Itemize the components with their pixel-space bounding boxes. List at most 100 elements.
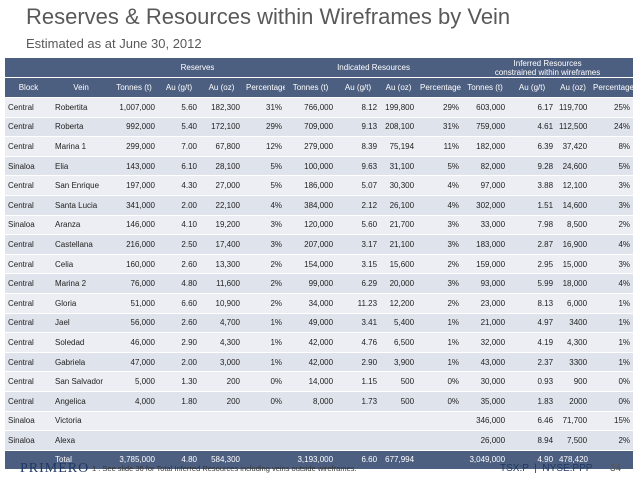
cell: 76,000: [110, 273, 158, 294]
header-cell: [5, 58, 110, 78]
cell: 3%: [590, 175, 634, 196]
cell: 7.98: [508, 215, 557, 236]
cell: Gloria: [52, 293, 110, 314]
cell: Jael: [52, 313, 110, 334]
column-header: Au (oz): [200, 77, 243, 98]
cell: [200, 430, 243, 451]
cell: 29%: [243, 117, 286, 138]
cell: 8%: [590, 136, 634, 157]
cell: 4,000: [110, 391, 158, 412]
cell: 1%: [590, 313, 634, 334]
cell: 10,900: [200, 293, 243, 314]
cell: 992,000: [110, 117, 158, 138]
cell: 1%: [417, 352, 463, 373]
cell: 31%: [417, 117, 463, 138]
data-row: Central Santa Lucia 341,000 2.00 22,100 4% 384…: [5, 195, 634, 216]
cell: 12,200: [380, 293, 418, 314]
cell: Marina 1: [52, 136, 110, 157]
cell: 3,900: [380, 352, 418, 373]
data-row: Central Robertita 1,007,000 5.60 182,300 31% 7…: [5, 97, 634, 118]
cell: 759,000: [462, 117, 509, 138]
cell: 384,000: [285, 195, 337, 216]
tickers: TSX:P | NYSE:PPP: [500, 463, 593, 474]
cell: 31%: [243, 97, 286, 118]
cell: 4%: [417, 175, 463, 196]
column-header: Au (oz): [556, 77, 591, 98]
cell: 299,000: [110, 136, 158, 157]
total-cell: [5, 450, 52, 471]
footer: PRIMERO 1 . See slide 36 for Total Infer…: [0, 459, 638, 479]
group-header: Indicated Resources: [285, 58, 463, 78]
page-number: 34: [610, 463, 622, 474]
cell: 199,800: [380, 97, 418, 118]
cell: 112,500: [556, 117, 591, 138]
column-header: Tonnes (t): [110, 77, 158, 98]
cell: 4.19: [508, 332, 557, 353]
cell: 11,600: [200, 273, 243, 294]
data-row: Central Celia 160,000 2.60 13,300 2% 154,000 3.…: [5, 254, 634, 275]
data-row: Central Marina 1 299,000 7.00 67,800 12% 279,0…: [5, 136, 634, 157]
cell: Celia: [52, 254, 110, 275]
cell: 31,100: [380, 156, 418, 177]
cell: 21,700: [380, 215, 418, 236]
cell: [285, 430, 337, 451]
cell: [110, 411, 158, 432]
cell: 99,000: [285, 273, 337, 294]
cell: Robertita: [52, 97, 110, 118]
cell: Central: [5, 352, 52, 373]
cell: 1%: [590, 352, 634, 373]
cell: Sinaloa: [5, 411, 52, 432]
cell: 20,000: [380, 273, 418, 294]
cell: [417, 411, 463, 432]
cell: [243, 430, 286, 451]
cell: 5.99: [508, 273, 557, 294]
cell: 1.30: [158, 371, 200, 392]
cell: 12%: [243, 136, 286, 157]
cell: 6,000: [556, 293, 591, 314]
data-row: Sinaloa Elia 143,000 6.10 28,100 5% 100,000 9.6…: [5, 156, 634, 177]
cell: 1%: [243, 332, 286, 353]
cell: 119,700: [556, 97, 591, 118]
cell: 8,500: [556, 215, 591, 236]
cell: 28,100: [200, 156, 243, 177]
column-header-row: Block Vein Tonnes (t) Au (g/t) Au (oz) Percen…: [5, 77, 634, 98]
cell: 5.07: [336, 175, 381, 196]
cell: 2%: [417, 293, 463, 314]
group-header: Inferred Resources constrained within wir…: [462, 58, 634, 78]
cell: 2.90: [158, 332, 200, 353]
cell: 26,100: [380, 195, 418, 216]
cell: 3300: [556, 352, 591, 373]
cell: Central: [5, 97, 52, 118]
cell: 4%: [590, 234, 634, 255]
cell: 5.40: [158, 117, 200, 138]
cell: 9.13: [336, 117, 381, 138]
data-row: Central Soledad 46,000 2.90 4,300 1% 42,000 4.7…: [5, 332, 634, 353]
cell: 16,900: [556, 234, 591, 255]
cell: 7,500: [556, 430, 591, 451]
cell: Central: [5, 293, 52, 314]
cell: 43,000: [462, 352, 509, 373]
cell: 7.00: [158, 136, 200, 157]
cell: 1%: [243, 352, 286, 373]
cell: 1.73: [336, 391, 381, 412]
cell: 82,000: [462, 156, 509, 177]
cell: 23,000: [462, 293, 509, 314]
total-cell: 3,785,000: [110, 450, 158, 471]
cell: [158, 430, 200, 451]
cell: Alexa: [52, 430, 110, 451]
cell: 26,000: [462, 430, 509, 451]
cell: 2.37: [508, 352, 557, 373]
cell: 5.60: [158, 97, 200, 118]
cell: 3.17: [336, 234, 381, 255]
cell: 15%: [590, 411, 634, 432]
cell: 3%: [590, 254, 634, 275]
cell: 29%: [417, 97, 463, 118]
cell: 1%: [590, 293, 634, 314]
column-header: Tonnes (t): [462, 77, 509, 98]
cell: 6.17: [508, 97, 557, 118]
cell: Victoria: [52, 411, 110, 432]
cell: Central: [5, 117, 52, 138]
cell: 35,000: [462, 391, 509, 412]
cell: Central: [5, 175, 52, 196]
cell: Soledad: [52, 332, 110, 353]
